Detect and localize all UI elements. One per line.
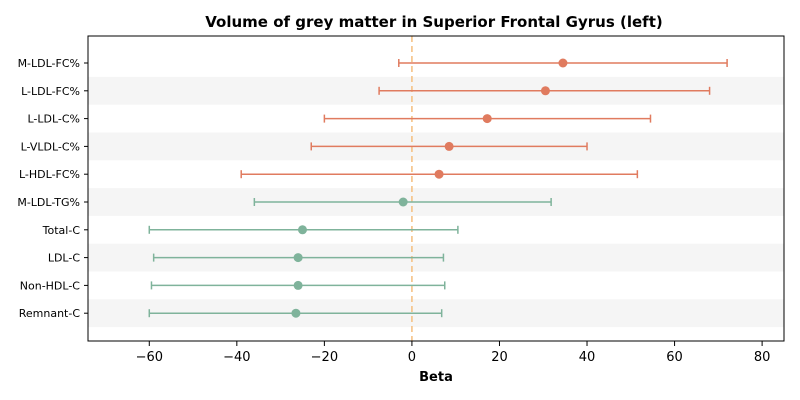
y-tick-label: L-HDL-FC% [19, 168, 80, 181]
estimate-row [310, 141, 588, 151]
point-estimate [444, 141, 454, 151]
estimate-row [148, 308, 443, 318]
point-estimate [293, 280, 303, 290]
y-tick-label: L-LDL-FC% [21, 85, 80, 98]
estimate-row [378, 86, 711, 96]
y-tick-label: Non-HDL-C [20, 279, 81, 292]
point-estimate [540, 86, 550, 96]
x-axis: −60 −40 −20 0 20 40 60 80 [136, 341, 771, 365]
x-tick-label: 0 [408, 350, 416, 365]
x-axis-label: Beta [419, 370, 453, 385]
y-tick-label: L-LDL-C% [27, 113, 80, 126]
estimate-row [152, 253, 445, 263]
estimate-row [150, 280, 446, 290]
point-estimate [297, 225, 307, 235]
point-estimate [482, 114, 492, 124]
y-tick-label: M-LDL-FC% [18, 57, 80, 70]
y-tick-label: LDL-C [48, 252, 81, 265]
point-estimate [398, 197, 408, 207]
estimate-row [253, 197, 552, 207]
point-estimate [293, 253, 303, 263]
estimate-row [323, 114, 652, 124]
estimate-row [240, 169, 639, 179]
x-tick-label: 80 [754, 350, 771, 365]
y-tick-label: M-LDL-TG% [17, 196, 80, 209]
x-tick-label: −40 [223, 350, 250, 365]
estimate-row [398, 58, 728, 68]
x-tick-label: 40 [579, 350, 596, 365]
axes-frame [87, 35, 785, 342]
x-tick-label: −60 [136, 350, 163, 365]
point-estimate [291, 308, 301, 318]
x-tick-label: 60 [666, 350, 683, 365]
estimate-row [148, 225, 459, 235]
y-tick-label: Total-C [42, 224, 81, 237]
point-estimate [434, 169, 444, 179]
y-tick-label: Remnant-C [19, 307, 81, 320]
chart-title: Volume of grey matter in Superior Fronta… [205, 13, 662, 31]
x-tick-label: −20 [311, 350, 338, 365]
x-tick-label: 20 [491, 350, 508, 365]
y-tick-label: L-VLDL-C% [21, 140, 80, 153]
point-estimate [558, 58, 568, 68]
y-axis: M-LDL-FC% L-LDL-FC% L-LDL-C% L-VLDL-C% L-HDL… [17, 57, 88, 320]
forest-marks [148, 58, 728, 318]
